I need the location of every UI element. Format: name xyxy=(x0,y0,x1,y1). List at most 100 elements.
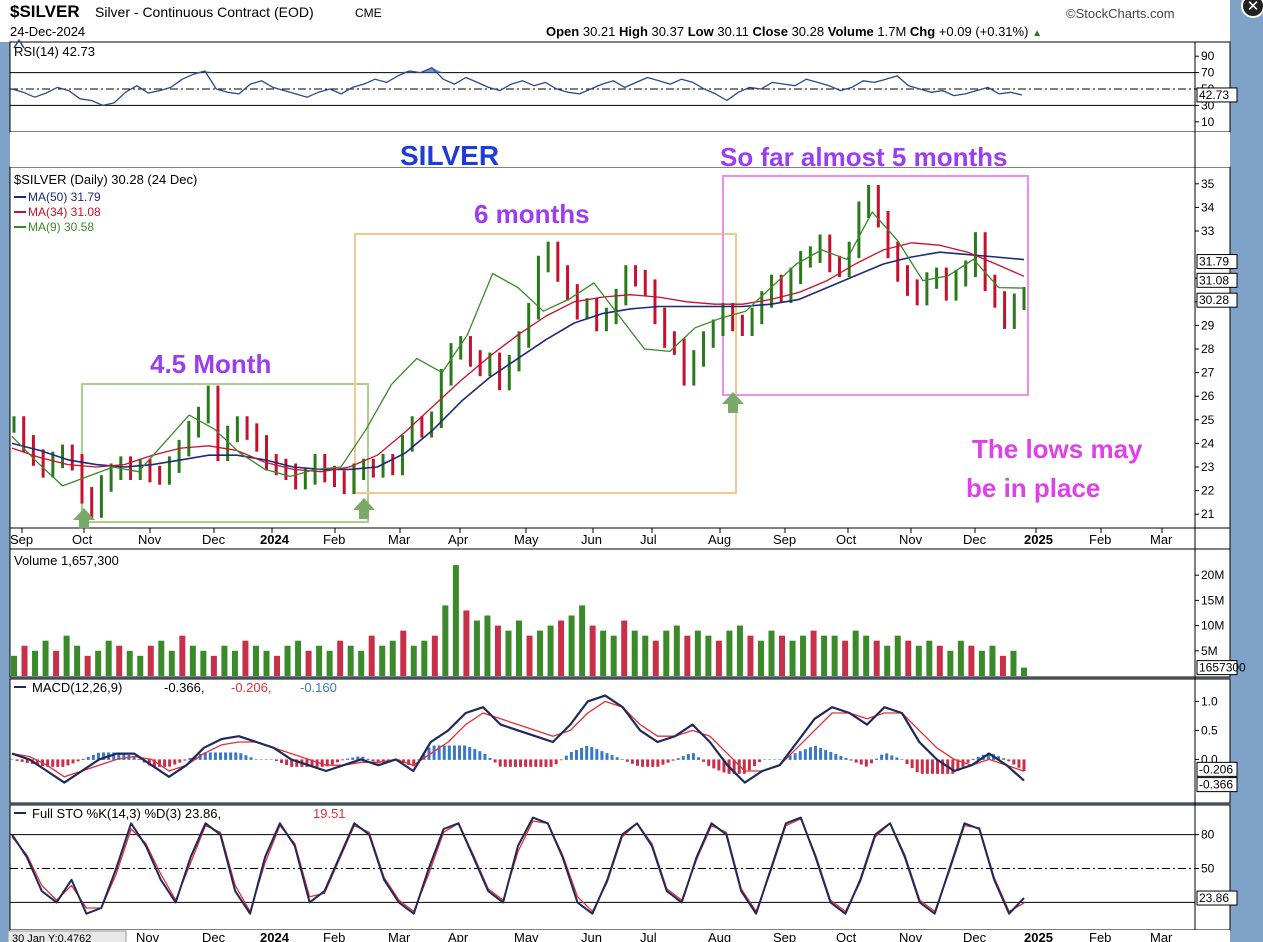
chg-value: +0.09 (+0.31%) xyxy=(938,24,1029,39)
macd-histogram-bar xyxy=(864,759,868,767)
volume-y-tick-label: 5M xyxy=(1201,644,1218,658)
macd-histogram-bar xyxy=(402,759,406,763)
volume-bar xyxy=(326,650,333,676)
macd-histogram-bar xyxy=(971,758,975,760)
volume-bar xyxy=(484,615,491,676)
sto-last-value-box xyxy=(1196,890,1238,906)
volume-bar xyxy=(631,630,638,676)
volume-bar xyxy=(84,655,91,676)
volume-bar xyxy=(715,640,722,676)
sto-last-value: 23.86 xyxy=(1199,891,1229,905)
macd-histogram-bar xyxy=(432,745,436,760)
macd-histogram-bar xyxy=(503,759,507,767)
volume-bar xyxy=(95,650,102,676)
volume-bar xyxy=(295,640,302,676)
macd-histogram-bar xyxy=(376,759,380,764)
macd-histogram-bar xyxy=(249,757,253,760)
volume-bar xyxy=(684,635,691,676)
six-months-annotation: 6 months xyxy=(474,199,590,229)
macd-histogram-bar xyxy=(824,749,828,760)
date-tick-label: Jun xyxy=(581,532,602,547)
macd-histogram-bar xyxy=(661,759,665,765)
volume-bar xyxy=(673,625,680,676)
macd-histogram-bar xyxy=(407,759,411,766)
volume-bar xyxy=(926,640,933,676)
macd-histogram-bar xyxy=(676,758,680,760)
macd-histogram-bar xyxy=(905,759,909,765)
macd-histogram-bar xyxy=(768,759,772,760)
macd-histogram-bar xyxy=(712,759,716,769)
macd-histogram-bar xyxy=(620,759,624,760)
macd-histogram xyxy=(10,745,1026,774)
date-tick-label: Aug xyxy=(708,532,731,547)
volume-y-tick-label: 10M xyxy=(1201,619,1224,633)
volume-bar xyxy=(1010,650,1017,676)
macd-histogram-bar xyxy=(778,759,782,760)
date-axis-band xyxy=(9,527,1231,550)
volume-bar xyxy=(463,610,470,676)
ma50-last-value-box xyxy=(1196,254,1238,270)
macd-histogram-bar xyxy=(310,759,314,767)
macd-histogram-bar xyxy=(961,759,965,767)
volume-bar xyxy=(863,635,870,676)
volume-bar xyxy=(558,620,565,676)
macd-histogram-bar xyxy=(346,758,350,760)
macd-histogram-bar xyxy=(885,753,889,760)
volume-bar xyxy=(337,640,344,676)
volume-bar xyxy=(905,640,912,676)
volume-bar xyxy=(421,640,428,676)
macd-panel xyxy=(9,678,1231,804)
macd-histogram-bar xyxy=(986,752,990,760)
volume-last-value-box xyxy=(1196,660,1238,676)
volume-bar xyxy=(505,630,512,676)
macd-histogram-bar xyxy=(544,759,548,767)
volume-bar xyxy=(579,605,586,676)
volume-bar xyxy=(947,650,954,676)
high-value: 30.37 xyxy=(651,24,685,39)
macd-histogram-bar xyxy=(615,757,619,760)
macd-histogram-bar xyxy=(595,749,599,760)
macd-histogram-bar xyxy=(285,759,289,766)
macd-histogram-bar xyxy=(666,759,670,763)
macd-histogram-bar xyxy=(798,751,802,760)
price-y-tick-label: 25 xyxy=(1201,413,1215,427)
macd-signal-last-value-box xyxy=(1196,761,1238,777)
macd-histogram-legend-value: -0.160 xyxy=(300,680,337,695)
macd-histogram-bar xyxy=(697,757,701,760)
volume-bar xyxy=(252,645,259,676)
macd-histogram-bar xyxy=(869,759,873,764)
macd-histogram-bar xyxy=(183,759,187,761)
macd-histogram-bar xyxy=(849,759,853,761)
volume-bar xyxy=(200,650,207,676)
macd-histogram-bar xyxy=(295,759,299,767)
macd-histogram-bar xyxy=(15,759,19,761)
macd-histogram-bar xyxy=(956,759,960,771)
close-icon[interactable]: ✕ xyxy=(1241,0,1263,18)
volume-bar xyxy=(494,625,501,676)
volume-bar xyxy=(831,635,838,676)
volume-bar xyxy=(600,630,607,676)
volume-bar xyxy=(526,635,533,676)
macd-histogram-bar xyxy=(819,747,823,760)
macd-histogram-bar xyxy=(458,745,462,760)
macd-histogram-bar xyxy=(335,759,339,763)
macd-histogram-bar xyxy=(259,759,263,760)
open-label: Open xyxy=(546,24,580,39)
macd-histogram-bar xyxy=(35,759,39,765)
macd-histogram-bar xyxy=(569,752,573,760)
macd-histogram-bar xyxy=(478,751,482,760)
macd-histogram-bar xyxy=(56,759,60,767)
ma50-legend: MA(50) 31.79 xyxy=(28,190,101,204)
macd-histogram-bar xyxy=(834,753,838,760)
six-months-box xyxy=(354,233,737,494)
bottom-axis-band xyxy=(10,930,1230,942)
volume-bar xyxy=(274,655,281,676)
macd-signal-line xyxy=(11,700,1025,778)
stochastic-panel xyxy=(9,804,1231,931)
volume-bar xyxy=(221,645,228,676)
close-value: 30.28 xyxy=(791,24,825,39)
volume-bar xyxy=(621,620,628,676)
volume-bar xyxy=(999,655,1006,676)
up-arrow-icon xyxy=(722,392,744,413)
bottom-date-tick-label: Jun xyxy=(581,930,602,942)
